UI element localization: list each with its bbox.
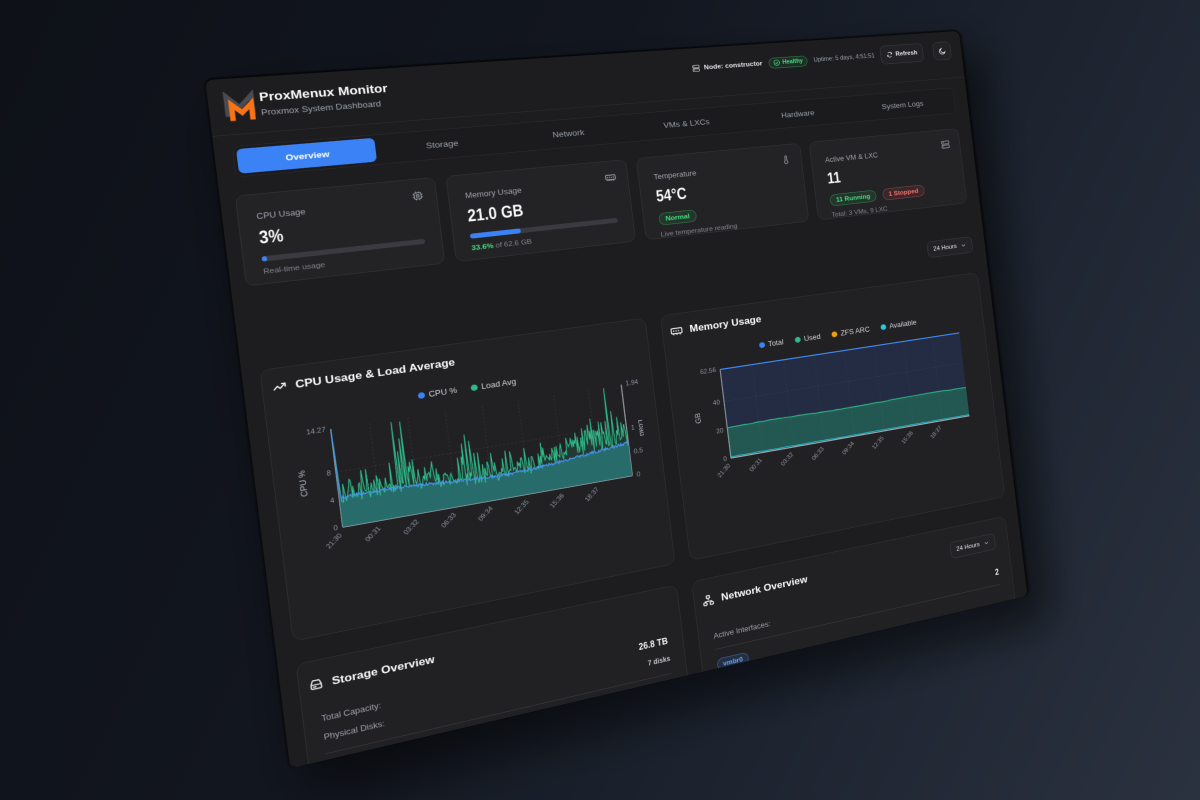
svg-text:20: 20 bbox=[716, 427, 724, 435]
svg-text:18:37: 18:37 bbox=[583, 486, 600, 503]
svg-text:18:37: 18:37 bbox=[929, 424, 943, 439]
svg-text:1.94: 1.94 bbox=[625, 378, 639, 387]
svg-text:14.27: 14.27 bbox=[306, 426, 326, 437]
svg-text:1: 1 bbox=[631, 424, 636, 432]
svg-text:12:35: 12:35 bbox=[513, 498, 531, 515]
svg-text:06:33: 06:33 bbox=[439, 511, 458, 529]
svg-text:62.56: 62.56 bbox=[700, 367, 717, 376]
svg-text:0.5: 0.5 bbox=[633, 446, 643, 455]
svg-text:03:32: 03:32 bbox=[402, 518, 421, 536]
svg-text:06:33: 06:33 bbox=[810, 446, 825, 462]
svg-text:0: 0 bbox=[333, 524, 338, 533]
svg-text:03:32: 03:32 bbox=[779, 451, 795, 467]
svg-text:CPU %: CPU % bbox=[296, 470, 309, 498]
svg-text:12:35: 12:35 bbox=[870, 435, 885, 451]
svg-text:0: 0 bbox=[723, 455, 727, 463]
svg-text:09:34: 09:34 bbox=[476, 504, 495, 522]
svg-text:15:36: 15:36 bbox=[900, 430, 915, 446]
svg-text:15:36: 15:36 bbox=[548, 492, 566, 509]
svg-text:21:30: 21:30 bbox=[324, 532, 344, 550]
svg-text:GB: GB bbox=[693, 412, 702, 424]
svg-text:8: 8 bbox=[326, 469, 331, 478]
svg-text:0: 0 bbox=[636, 471, 641, 479]
svg-text:00:31: 00:31 bbox=[363, 525, 382, 543]
svg-text:4: 4 bbox=[330, 496, 336, 505]
svg-text:09:34: 09:34 bbox=[841, 440, 856, 456]
svg-text:00:31: 00:31 bbox=[748, 457, 764, 473]
svg-text:21:30: 21:30 bbox=[716, 462, 732, 478]
svg-text:Load: Load bbox=[637, 419, 647, 437]
svg-text:40: 40 bbox=[713, 399, 721, 407]
